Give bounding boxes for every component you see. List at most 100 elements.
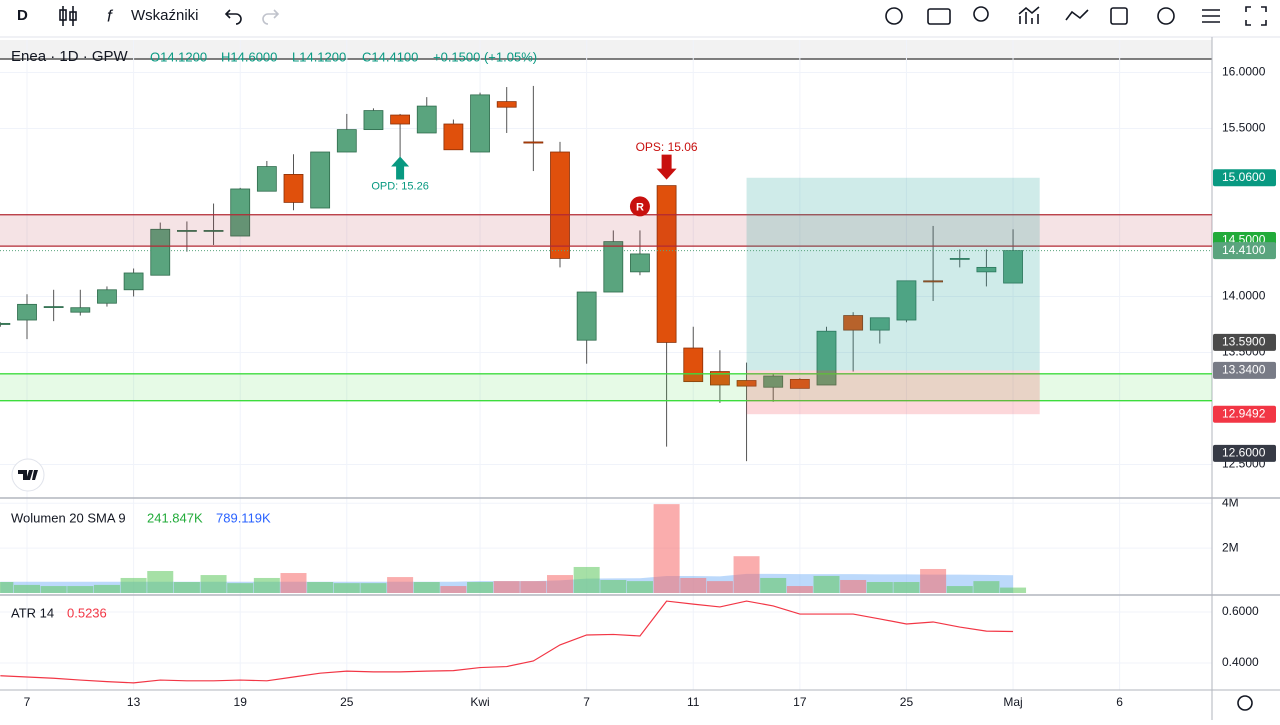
candle-body (603, 241, 624, 293)
volume-bar (893, 582, 920, 593)
annotation-label: OPD: 15.26 (371, 180, 428, 192)
candle-body (150, 228, 171, 276)
volume-bar (653, 504, 680, 593)
volume-bar (40, 586, 67, 593)
legend-band (0, 40, 1212, 60)
candle-body (789, 378, 810, 389)
snapshot-button[interactable] (927, 8, 951, 25)
price-badge-label: 13.5900 (1222, 335, 1266, 349)
volume-bar (813, 575, 840, 593)
candle-body (230, 188, 251, 237)
volume-bar (547, 575, 573, 593)
save-button[interactable] (1110, 7, 1128, 25)
x-tick-label: 25 (340, 695, 354, 709)
candle-body (470, 94, 490, 153)
volume-value: 241.847K (147, 510, 203, 525)
x-tick-label: 19 (234, 695, 248, 709)
candle-body (656, 185, 677, 343)
price-badge (1213, 361, 1276, 379)
candle-body (416, 105, 437, 134)
candle-body (630, 253, 650, 273)
ohlc-low: L14.1200 (292, 49, 346, 64)
axis-settings-button[interactable] (1237, 695, 1253, 711)
volume-bar (733, 556, 760, 593)
candle-body (923, 280, 943, 283)
x-tick-label: Maj (1003, 695, 1022, 709)
volume-bar (333, 583, 360, 593)
buy-arrow (391, 156, 410, 180)
y-tick-label: 0.6000 (1222, 604, 1259, 618)
annotation-label: R (636, 201, 644, 213)
sell-arrow (656, 154, 677, 180)
volume-bar (760, 577, 787, 593)
candle-body (70, 307, 91, 313)
candle-body (576, 291, 597, 341)
undo-button[interactable] (224, 9, 242, 25)
volume-bar (440, 586, 467, 593)
candle-body (203, 230, 224, 232)
volume-bar (786, 586, 813, 593)
atr-title: ATR 14 (11, 605, 54, 620)
volume-bar (387, 577, 414, 593)
x-tick-label: 13 (127, 695, 141, 709)
candle-body (283, 174, 304, 203)
volume-bar (93, 584, 120, 593)
tradingview-logo (11, 458, 45, 492)
volume-bar (706, 581, 733, 593)
settings-button[interactable] (885, 7, 903, 25)
price-badge (1213, 169, 1276, 187)
atr-value: 0.5236 (67, 605, 107, 620)
y-tick-label: 2M (1222, 540, 1239, 554)
candle-body (550, 151, 570, 259)
search-button[interactable] (973, 6, 989, 22)
y-tick-label: 16.0000 (1222, 65, 1266, 79)
alert-button[interactable] (1157, 7, 1175, 25)
volume-bar (120, 577, 147, 593)
candle-body (176, 230, 197, 232)
volume-bar (14, 584, 40, 593)
volume-bar (280, 573, 307, 593)
x-tick-label: 11 (687, 695, 700, 709)
position-stop (746, 370, 1040, 415)
fullscreen-button[interactable] (1245, 6, 1267, 26)
compare-button[interactable] (1018, 6, 1040, 24)
volume-bar (467, 582, 494, 593)
chart-type-button[interactable] (59, 6, 77, 26)
volume-bar (227, 583, 254, 593)
candle-body (43, 306, 64, 308)
position-target (746, 177, 1040, 371)
zone (0, 214, 1212, 247)
volume-bar (67, 586, 94, 593)
price-badge (1213, 405, 1276, 423)
volume-bar (946, 586, 973, 593)
fx-icon[interactable]: f (107, 6, 114, 25)
volume-bar (973, 581, 1000, 593)
candle-body (949, 258, 970, 260)
volume-bar (200, 575, 227, 593)
sliders-button[interactable] (1202, 9, 1220, 23)
x-tick-label: 25 (900, 695, 914, 709)
network-button[interactable] (1065, 9, 1089, 21)
volume-bar (147, 571, 174, 593)
candle-body (390, 114, 411, 125)
interval-button[interactable]: D (17, 7, 28, 24)
candle-body (1003, 250, 1023, 284)
volume-bar (0, 582, 14, 593)
annotation-label: OPS: 15.06 (636, 140, 698, 154)
candle-body (256, 166, 277, 192)
candle-body (523, 141, 544, 144)
volume-bar (626, 581, 653, 593)
candle-body (97, 289, 117, 304)
price-badge-label: 12.6000 (1222, 445, 1266, 459)
symbol-label: Enea · 1D · GPW (11, 48, 129, 65)
volume-bar (520, 581, 547, 593)
volume-bar (920, 568, 947, 593)
price-badge-label: 14.4100 (1222, 243, 1266, 257)
y-tick-label: 15.5000 (1222, 121, 1266, 135)
redo-button[interactable] (262, 9, 280, 25)
atr-line (0, 600, 1014, 684)
price-badge-label: 15.0600 (1222, 170, 1266, 184)
indicators-button[interactable]: Wskaźniki (131, 7, 199, 24)
ohlc-close: C14.4100 (362, 49, 418, 64)
